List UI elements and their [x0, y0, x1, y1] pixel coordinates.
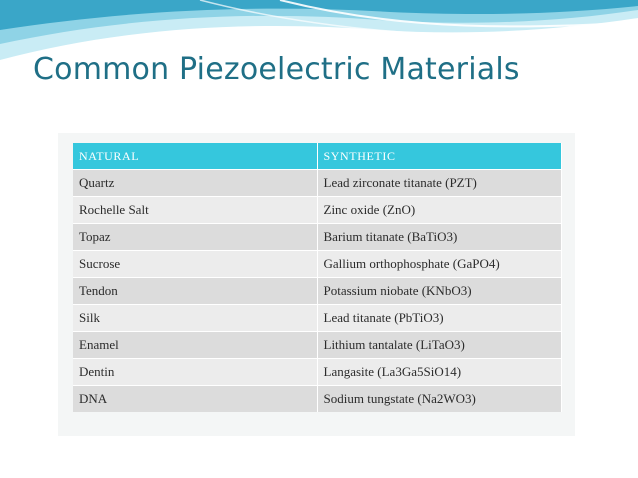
synthetic-cell: Potassium niobate (KNbO3) [317, 277, 562, 305]
synthetic-cell: Lead titanate (PbTiO3) [317, 304, 562, 332]
natural-cell: Enamel [73, 331, 318, 359]
table-row: Sucrose Gallium orthophosphate (GaPO4) [73, 250, 562, 278]
table-row: Silk Lead titanate (PbTiO3) [73, 304, 562, 332]
synthetic-cell: Barium titanate (BaTiO3) [317, 223, 562, 251]
table-row: Rochelle Salt Zinc oxide (ZnO) [73, 196, 562, 224]
natural-cell: Sucrose [73, 250, 318, 278]
header-synthetic: SYNTHETIC [317, 143, 562, 170]
slide-title: Common Piezoelectric Materials [33, 52, 520, 87]
table-row: Tendon Potassium niobate (KNbO3) [73, 277, 562, 305]
synthetic-cell: Lithium tantalate (LiTaO3) [317, 331, 562, 359]
natural-cell: Tendon [73, 277, 318, 305]
natural-cell: Rochelle Salt [73, 196, 318, 224]
header-natural: NATURAL [73, 143, 318, 170]
natural-cell: Topaz [73, 223, 318, 251]
table-row: Dentin Langasite (La3Ga5SiO14) [73, 358, 562, 386]
header-wave-decoration [0, 0, 638, 60]
materials-table: NATURAL SYNTHETIC Quartz Lead zirconate … [73, 143, 562, 412]
synthetic-cell: Lead zirconate titanate (PZT) [317, 169, 562, 197]
synthetic-cell: Zinc oxide (ZnO) [317, 196, 562, 224]
natural-cell: Dentin [73, 358, 318, 386]
synthetic-cell: Gallium orthophosphate (GaPO4) [317, 250, 562, 278]
table-row: Enamel Lithium tantalate (LiTaO3) [73, 331, 562, 359]
table-row: DNA Sodium tungstate (Na2WO3) [73, 385, 562, 412]
synthetic-cell: Sodium tungstate (Na2WO3) [317, 385, 562, 412]
natural-cell: Silk [73, 304, 318, 332]
table-row: Topaz Barium titanate (BaTiO3) [73, 223, 562, 251]
natural-cell: Quartz [73, 169, 318, 197]
table-header-row: NATURAL SYNTHETIC [73, 143, 562, 170]
table-row: Quartz Lead zirconate titanate (PZT) [73, 169, 562, 197]
natural-cell: DNA [73, 385, 318, 412]
synthetic-cell: Langasite (La3Ga5SiO14) [317, 358, 562, 386]
materials-table-container: NATURAL SYNTHETIC Quartz Lead zirconate … [58, 133, 575, 436]
